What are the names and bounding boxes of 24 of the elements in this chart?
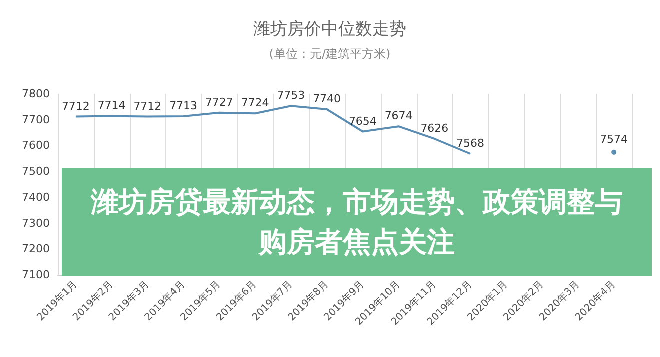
data-label: 7714 (98, 99, 126, 112)
chart-subtitle: (单位：元/建筑平方米) (269, 47, 391, 61)
annotation: 潍坊房贷最新动态，市场走势、政策调整与购房者焦点关注 (90, 186, 623, 258)
data-label: 7727 (205, 96, 234, 109)
y-tick-label: 7600 (22, 139, 50, 152)
y-tick-label: 7500 (22, 165, 50, 178)
y-tick-label: 7200 (22, 242, 50, 256)
y-tick-label: 7400 (22, 190, 50, 204)
data-label: 7654 (348, 114, 377, 128)
data-label: 7568 (456, 136, 485, 150)
data-label: 7674 (384, 110, 413, 123)
data-label: 7712 (134, 100, 162, 113)
data-label: 7712 (62, 100, 90, 113)
data-label: 7740 (313, 92, 342, 106)
data-label: 7724 (241, 96, 270, 110)
chart-title: 潍坊房价中位数走势 (254, 20, 406, 40)
data-label: 7626 (420, 122, 449, 135)
y-tick-label: 7300 (22, 216, 50, 230)
y-tick-label: 7100 (22, 268, 50, 282)
data-label: 7713 (170, 99, 198, 112)
y-tick-label: 7800 (22, 88, 50, 100)
data-label: 7753 (277, 89, 306, 102)
y-tick-label: 7700 (22, 113, 50, 126)
data-label: 7574 (600, 132, 628, 146)
